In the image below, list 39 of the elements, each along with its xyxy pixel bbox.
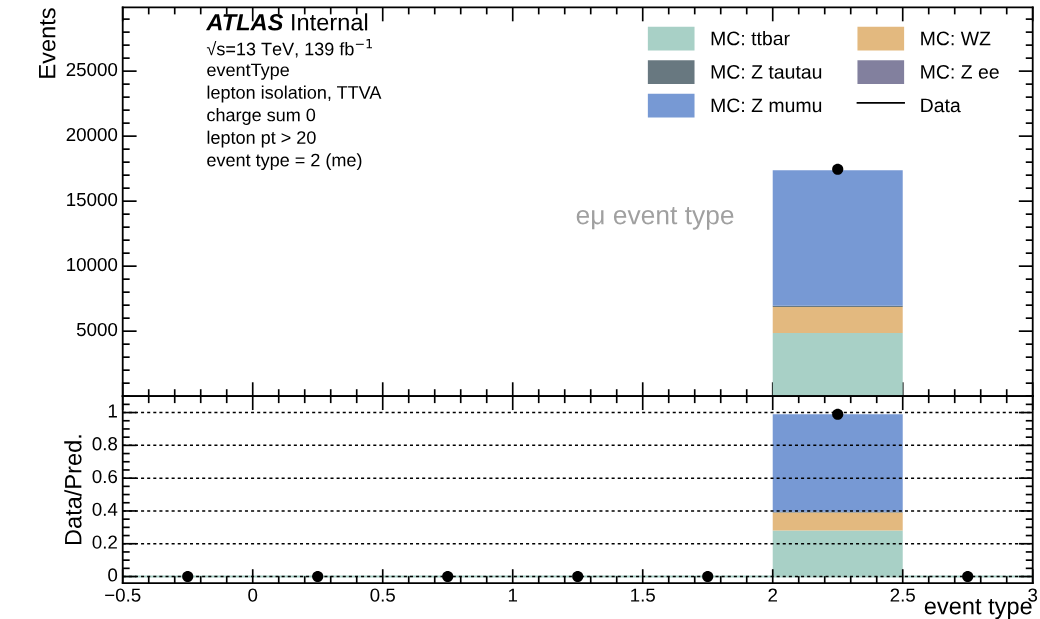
annotation: charge sum 0 (207, 108, 316, 125)
annotation: ATLAS Internal (205, 13, 368, 31)
annotation: lepton pt > 20 (207, 130, 316, 148)
y-tick-label: 0.6 (92, 469, 118, 484)
x-tick-label: 1 (508, 588, 518, 602)
bar (772, 170, 903, 306)
y-axis-title: Events (39, 8, 56, 78)
y-tick-label: 0 (108, 568, 118, 582)
annotation: √s=13 TeV, 139 fb$^{−1}$ (206, 39, 372, 58)
legend-label: MC: Z ee (921, 65, 999, 79)
y-tick-label: 1 (108, 404, 117, 418)
legend-label: MC: ttbar (711, 31, 790, 46)
annotation: lepton isolation, TTVA (207, 85, 382, 103)
bar (772, 414, 903, 512)
annotation: event type = 2 (me) (207, 153, 362, 171)
x-tick-label: 0.5 (370, 588, 395, 602)
y-tick-label: 20000 (66, 127, 118, 142)
x-tick-label: 2 (768, 588, 777, 602)
y-tick-label: 0.8 (92, 437, 118, 451)
text: eμ event type (576, 207, 734, 230)
y-tick-label: 25000 (66, 62, 118, 77)
y-tick-label: 0.2 (92, 535, 117, 549)
y-axis-title: Data/Pred. (64, 435, 82, 545)
legend-label: MC: WZ (921, 31, 991, 46)
bar (772, 512, 903, 531)
legend-label: MC: Z mumu (711, 98, 822, 113)
bar (772, 333, 903, 397)
annotation: eventType (207, 63, 289, 80)
y-tick-label: 5000 (76, 322, 118, 337)
x-tick-label: −0.5 (105, 588, 141, 602)
y-tick-label: 15000 (67, 192, 118, 207)
x-tick-label: 0 (248, 588, 258, 602)
legend-label: MC: Z tautau (711, 65, 822, 79)
y-tick-label: 10000 (67, 257, 118, 272)
bar (772, 307, 903, 334)
y-tick-label: 0.4 (92, 502, 118, 516)
legend-label: Data (921, 98, 961, 113)
x-tick-label: 1.5 (631, 588, 655, 602)
x-tick-label: 2.5 (890, 588, 915, 602)
